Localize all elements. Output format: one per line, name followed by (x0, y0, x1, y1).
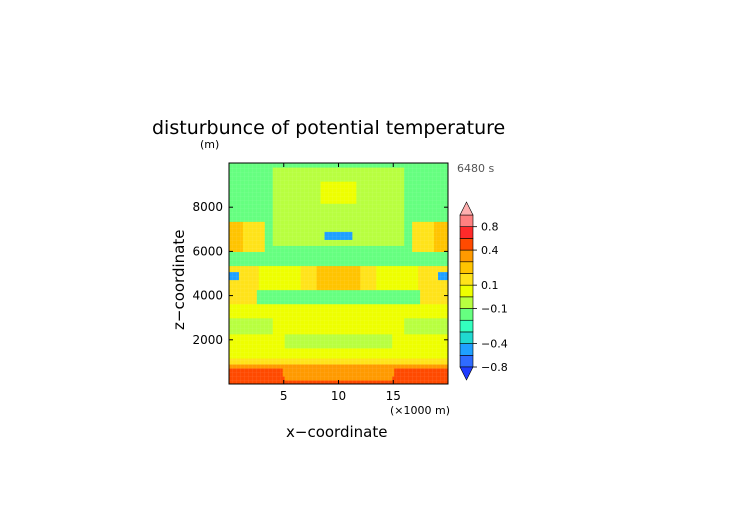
time-label: 6480 s (457, 162, 494, 175)
chart-title: disturbunce of potential temperature (152, 117, 505, 139)
y-axis-unit: (m) (200, 138, 219, 151)
